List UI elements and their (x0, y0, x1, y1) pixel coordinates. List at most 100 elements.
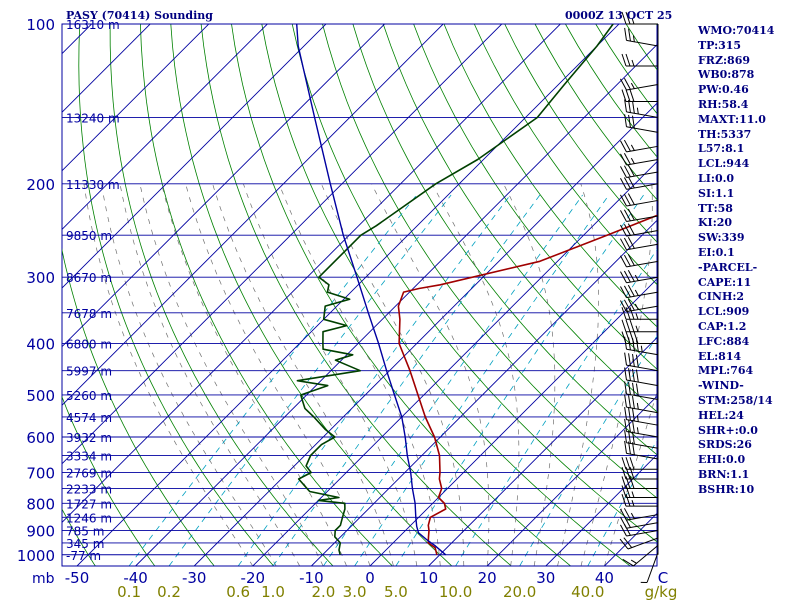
mixing-ratio-label: 5.0 (384, 583, 408, 600)
parcel-line (296, 24, 447, 556)
wind-barb (624, 440, 659, 460)
dry-adiabat (231, 24, 571, 566)
wind-barb (620, 298, 659, 313)
wind-barb (624, 367, 659, 387)
index-item: SW:339 (698, 231, 745, 245)
isotherm (62, 24, 269, 231)
height-label: 5997 m (66, 365, 112, 379)
wind-barb (621, 319, 658, 333)
moist-adiabat (580, 183, 653, 566)
pressure-tick-label: 800 (26, 495, 55, 513)
temperature-line (397, 214, 657, 555)
isotherm (545, 454, 657, 566)
index-item: WMO:70414 (698, 24, 775, 37)
index-item: HEL:24 (698, 408, 744, 422)
height-label: 11330 m (66, 178, 120, 192)
background-lines (0, 12, 657, 566)
height-label: 7678 m (66, 307, 112, 321)
wind-barb (640, 552, 659, 584)
pressure-tick-label: 600 (26, 429, 55, 447)
dry-adiabat (322, 24, 657, 499)
wind-barb (624, 430, 659, 449)
index-item: CINH:2 (698, 290, 745, 304)
temperature-tick-label: -30 (182, 569, 207, 587)
isotherm (252, 161, 657, 566)
index-item: -WIND- (698, 379, 744, 393)
wind-barb (624, 418, 659, 438)
height-label: 3334 m (66, 449, 112, 463)
index-item: SI:1.1 (698, 186, 735, 200)
temperature-tick-label: 0 (365, 569, 375, 587)
wind-barb (624, 27, 659, 47)
index-item: LFC:884 (698, 334, 750, 348)
pressure-tick-label: 900 (26, 522, 55, 540)
index-item: STM:258/14 (698, 393, 773, 407)
wind-barb (621, 11, 658, 25)
height-label: 6800 m (66, 338, 112, 352)
isotherm (135, 43, 657, 566)
index-item: LCL:909 (698, 305, 750, 319)
index-item: TH:5337 (698, 127, 752, 141)
temperature-tick-label: 30 (536, 569, 555, 587)
height-label: 4574 m (66, 411, 112, 425)
moist-adiabat (431, 183, 520, 566)
wind-barb (621, 307, 658, 320)
pressure-tick-label: 300 (26, 269, 55, 287)
station-title: PASY (70414) Sounding (66, 9, 213, 22)
mixing-ratio-label: 10.0 (439, 583, 472, 600)
temperature-tick-label: -50 (65, 569, 90, 587)
height-label: 16310 m (66, 18, 120, 32)
pressure-tick-label: 200 (26, 176, 55, 194)
temperature-tick-label: 10 (419, 569, 438, 587)
isotherm (0, 12, 45, 566)
mixing-ratio-label: 0.2 (157, 583, 181, 600)
wind-barb (620, 139, 659, 153)
moist-adiabat (139, 183, 324, 566)
dry-adiabat (170, 24, 453, 566)
wind-barb (621, 457, 658, 470)
moist-adiabat (212, 183, 394, 566)
moist-adiabat (278, 183, 441, 566)
mixing-ratio-label: 1.0 (261, 583, 285, 600)
dry-adiabat (62, 248, 215, 566)
pressure-tick-label: 400 (26, 336, 55, 354)
moist-adiabat (503, 183, 556, 566)
dry-adiabat (78, 24, 274, 566)
temperature-tick-label: 20 (478, 569, 497, 587)
wind-barb (620, 508, 659, 521)
isotherm (62, 24, 562, 524)
temperature-tick-label: -10 (299, 569, 324, 587)
wind-barb (624, 352, 659, 372)
index-item: MPL:764 (698, 364, 754, 378)
wind-barb (621, 485, 658, 498)
height-label: 8670 m (66, 271, 112, 285)
wind-barb (620, 208, 659, 223)
index-item: SRDS:26 (698, 438, 752, 452)
dry-adiabat (443, 24, 657, 328)
isotherm (62, 24, 151, 113)
dry-adiabat (200, 24, 512, 566)
wind-barb (621, 331, 658, 345)
moist-adiabat (604, 390, 657, 566)
moist-adiabat (161, 183, 347, 566)
height-label: 2769 m (66, 467, 112, 481)
mixing-ratio-line (587, 439, 657, 566)
temperature-tick-label: 40 (595, 569, 614, 587)
index-item: MAXT:11.0 (698, 112, 766, 126)
mixing-ratio-label: 3.0 (343, 583, 367, 600)
wind-barb (619, 537, 659, 550)
height-label: -77 m (66, 549, 101, 563)
dry-adiabat (413, 24, 657, 370)
isotherm (428, 336, 657, 566)
index-item: L57:8.1 (698, 142, 745, 156)
index-item: TT:58 (698, 201, 733, 215)
wind-barb (620, 176, 659, 190)
height-label: 1246 m (66, 511, 112, 525)
wind-barb (624, 381, 659, 401)
indices-panel: WMO:70414 TP:315 FRZ:869 WB0:878 PW:0.46 RH:5… (698, 24, 798, 498)
wind-barb (624, 99, 659, 118)
index-item: LCL:944 (698, 157, 750, 171)
isotherm (62, 24, 210, 172)
height-label: 2233 m (66, 482, 112, 496)
